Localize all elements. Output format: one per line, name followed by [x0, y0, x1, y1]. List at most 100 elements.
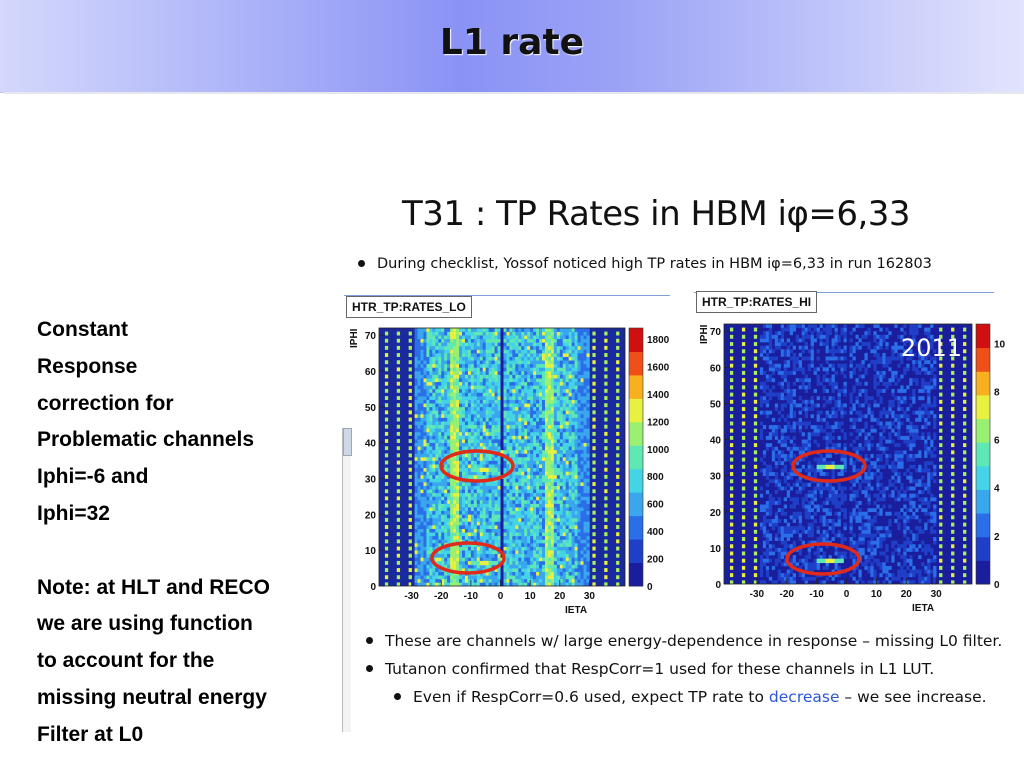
heatmap-cell	[450, 464, 454, 469]
heatmap-cell	[559, 471, 564, 476]
heatmap-cell	[768, 425, 773, 430]
heatmap-cell	[509, 435, 513, 440]
heatmap-cell	[530, 406, 534, 411]
heatmap-cell	[500, 381, 504, 386]
heatmap-cell	[479, 564, 484, 569]
heatmap-cell	[408, 568, 412, 572]
heatmap-cell	[494, 417, 498, 422]
heatmap-cell	[420, 510, 424, 515]
heatmap-cell	[512, 381, 516, 386]
heatmap-cell	[521, 381, 525, 386]
heatmap-cell	[447, 371, 451, 375]
heatmap-cell	[503, 439, 507, 443]
heatmap-cell	[533, 363, 537, 368]
scrollbar[interactable]	[342, 428, 352, 732]
heatmap-cell	[565, 568, 569, 572]
heatmap-cell	[426, 410, 430, 415]
heatmap-cell	[556, 482, 561, 486]
heatmap-cell	[547, 500, 552, 504]
heatmap-cell	[435, 543, 439, 547]
heatmap-cell	[521, 474, 525, 479]
heatmap-cell	[488, 338, 492, 343]
heatmap-cell	[571, 543, 575, 547]
heatmap-cell	[527, 575, 531, 580]
heatmap-cell	[500, 467, 504, 472]
heatmap-cell	[539, 517, 543, 522]
heatmap-cell	[429, 510, 433, 515]
heatmap-cell	[556, 492, 561, 497]
colorbar-segment	[629, 374, 643, 399]
heatmap-cell	[577, 535, 581, 540]
heatmap-cell	[420, 517, 424, 522]
heatmap-cell	[491, 514, 495, 519]
heatmap-cell	[494, 517, 498, 522]
tab-rates-hi[interactable]: HTR_TP:RATES_HI	[696, 291, 818, 313]
heatmap-cell	[604, 539, 608, 544]
heatmap-cell	[494, 543, 498, 547]
heatmap-cell	[482, 507, 486, 512]
heatmap-cell	[420, 396, 424, 400]
heatmap-cell	[780, 508, 785, 513]
heatmap-cell	[562, 385, 567, 390]
heatmap-cell	[476, 503, 481, 508]
heatmap-cell	[533, 553, 537, 558]
heatmap-cell	[503, 471, 507, 476]
heatmap-cell	[565, 417, 569, 422]
heatmap-cell	[765, 414, 770, 419]
heatmap-cell	[527, 478, 531, 483]
heatmap-cell	[384, 374, 389, 379]
heatmap-cell	[408, 510, 412, 515]
tab-rates-lo[interactable]: HTR_TP:RATES_LO	[346, 296, 472, 318]
hot-spot	[485, 467, 489, 473]
heatmap-cell	[586, 539, 590, 544]
heatmap-cell	[453, 489, 457, 494]
heatmap-cell	[456, 535, 460, 540]
heatmap-cell	[456, 578, 460, 583]
heatmap-cell	[506, 385, 510, 390]
heatmap-cell	[435, 471, 439, 476]
heatmap-cell	[435, 492, 439, 497]
heatmap-cell	[577, 417, 581, 422]
heatmap-cell	[482, 464, 486, 469]
heatmap-cell	[456, 517, 460, 522]
heatmap-cell	[524, 539, 528, 544]
heatmap-cell	[777, 417, 782, 422]
heatmap-cell	[562, 392, 567, 397]
heatmap-cell	[470, 532, 475, 537]
heatmap-cell	[426, 363, 430, 368]
heatmap-cell	[420, 543, 424, 547]
heatmap-cell	[464, 578, 469, 583]
colorbar-segment	[629, 351, 643, 376]
heatmap-cell	[488, 363, 492, 368]
heatmap-cell	[464, 467, 469, 472]
heatmap-cell	[542, 553, 546, 558]
heatmap-cell	[500, 363, 504, 368]
heatmap-cell	[544, 492, 549, 497]
heatmap-cell	[414, 532, 418, 537]
heatmap-cell	[527, 453, 531, 458]
hot-spot	[491, 560, 495, 566]
heatmap-cell	[542, 328, 546, 332]
heatmap-cell	[729, 334, 734, 339]
scrollbar-thumb[interactable]	[343, 428, 352, 456]
heatmap-cell	[556, 392, 561, 397]
heatmap-cell	[568, 356, 572, 361]
heatmap-cell	[524, 467, 528, 472]
heatmap-cell	[432, 431, 436, 436]
heatmap-cell	[506, 371, 510, 375]
heatmap-cell	[479, 363, 484, 368]
heatmap-cell	[470, 399, 475, 404]
heatmap-cell	[753, 558, 758, 563]
heatmap-cell	[559, 374, 564, 379]
heatmap-cell	[473, 575, 478, 580]
heatmap-cell	[768, 432, 773, 437]
heatmap-cell	[547, 396, 552, 400]
heatmap-cell	[494, 431, 498, 436]
heatmap-cell	[533, 342, 537, 347]
heatmap-cell	[417, 553, 421, 558]
heatmap-cell	[586, 363, 590, 368]
heatmap-cell	[533, 388, 537, 393]
heatmap-cell	[450, 560, 454, 565]
heatmap-cell	[479, 464, 484, 469]
heatmap-cell	[530, 489, 534, 494]
